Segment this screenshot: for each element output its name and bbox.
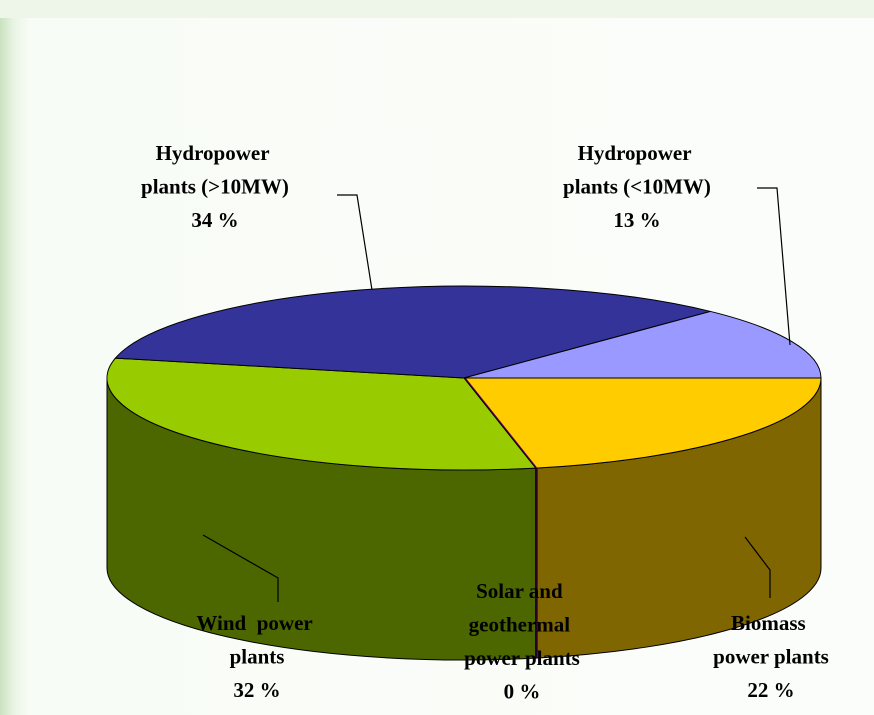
top-band xyxy=(0,0,874,18)
label-line: Solar and xyxy=(476,579,568,603)
slice-label: Wind power plants xyxy=(196,611,317,669)
leader-line xyxy=(757,187,791,346)
label-line: Wind power xyxy=(196,611,317,635)
label-line: power plants xyxy=(464,646,580,670)
label-line: plants (>10MW) xyxy=(141,175,289,199)
slice-top xyxy=(463,310,822,379)
label-line: power plants xyxy=(713,645,829,669)
value-label: 13 % xyxy=(613,208,660,232)
label-line: plants (<10MW) xyxy=(563,175,711,199)
slice-top xyxy=(106,357,537,471)
value-label: 34 % xyxy=(191,208,238,232)
leader-line xyxy=(744,536,771,598)
leader-line xyxy=(202,534,279,602)
label-line: plants xyxy=(230,645,285,669)
label-line: Hydropower xyxy=(156,141,275,165)
slice-label: Biomass power plants xyxy=(713,611,829,669)
slice-label: Solar and geothermal power plants xyxy=(464,579,580,670)
pie xyxy=(106,285,822,661)
value-label: 0 % xyxy=(504,680,541,704)
slice-top xyxy=(462,377,822,469)
slice-top xyxy=(114,285,711,379)
value-label: 22 % xyxy=(747,678,794,702)
slice-label: Hydropower plants (<10MW) xyxy=(563,141,711,199)
label-line: geothermal xyxy=(469,613,576,637)
leader-line xyxy=(337,194,373,291)
slice-label: Hydropower plants (>10MW) xyxy=(141,141,289,199)
label-line: Hydropower xyxy=(578,141,697,165)
value-label: 32 % xyxy=(233,678,280,702)
label-line: Biomass xyxy=(731,611,811,635)
